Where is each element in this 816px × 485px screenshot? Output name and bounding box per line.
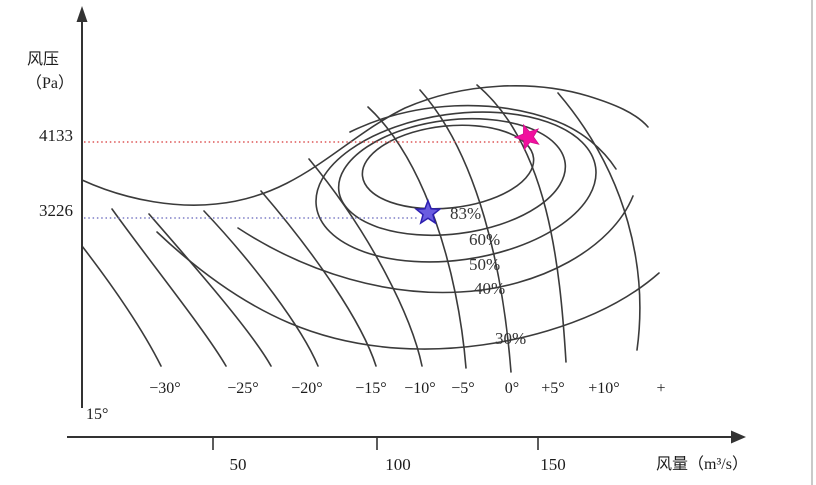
curve-minus-15 — [203, 210, 319, 367]
y-value-4133: 4133 — [39, 126, 73, 145]
y-axis-title-line2: （Pa） — [26, 74, 74, 92]
curve-minus-5 — [308, 158, 423, 367]
angle-label-plus-5: +5° — [541, 380, 564, 397]
curve-minus-25 — [111, 208, 227, 367]
angle-label-minus-5: −5° — [451, 380, 474, 397]
angle-label-minus-15: −15° — [355, 380, 386, 397]
label-50pct: 50% — [469, 255, 500, 274]
blade-angle-curves — [81, 84, 641, 373]
angle-label-minus-10: −10° — [404, 380, 435, 397]
curve-plus-5 — [419, 89, 512, 373]
blue-star-marker — [414, 198, 442, 225]
curve-minus-30 — [81, 245, 162, 367]
magenta-star-marker — [513, 123, 540, 151]
contour-50 — [315, 111, 597, 263]
x-axis-arrow-icon — [731, 430, 746, 444]
page-edge-divider — [811, 0, 813, 485]
label-30pct: 30% — [495, 329, 526, 348]
label-40pct: 40% — [474, 279, 505, 298]
x-tick-label-150: 150 — [540, 455, 566, 474]
curve-minus-20 — [148, 213, 272, 367]
angle-label-minus-25: −25° — [227, 380, 258, 397]
x-axis-title: 风量（m³/s） — [656, 455, 748, 473]
angle-label-minus-30: −30° — [149, 380, 180, 397]
efficiency-contour-curves — [81, 85, 660, 350]
angle-label-minus-20: −20° — [291, 380, 322, 397]
contour-30 — [156, 231, 660, 350]
angle-label-0: 0° — [505, 380, 519, 397]
label-83pct: 83% — [450, 204, 481, 223]
x-tick-label-100: 100 — [385, 455, 411, 474]
angle-label-wrapped-15: 15° — [86, 406, 108, 423]
x-tick-label-50: 50 — [230, 455, 247, 474]
y-value-3226: 3226 — [39, 201, 73, 220]
y-axis-arrow-icon — [76, 6, 88, 22]
curve-minus-10 — [260, 190, 377, 367]
envelope-curve — [81, 85, 649, 206]
label-60pct: 60% — [469, 230, 500, 249]
curve-plus-10 — [476, 84, 567, 363]
contour-60 — [337, 117, 567, 237]
angle-label-plus-10: +10° — [588, 380, 619, 397]
curve-plus-15 — [557, 92, 641, 351]
blade-angle-labels: −30° −25° −20° −15° −10° −5° 0° +5° +10°… — [86, 380, 666, 423]
y-axis-title-line1: 风压 — [27, 51, 59, 68]
angle-label-plus-sign: + — [656, 380, 665, 397]
contour-40 — [237, 195, 634, 294]
contour-83 — [361, 124, 535, 210]
